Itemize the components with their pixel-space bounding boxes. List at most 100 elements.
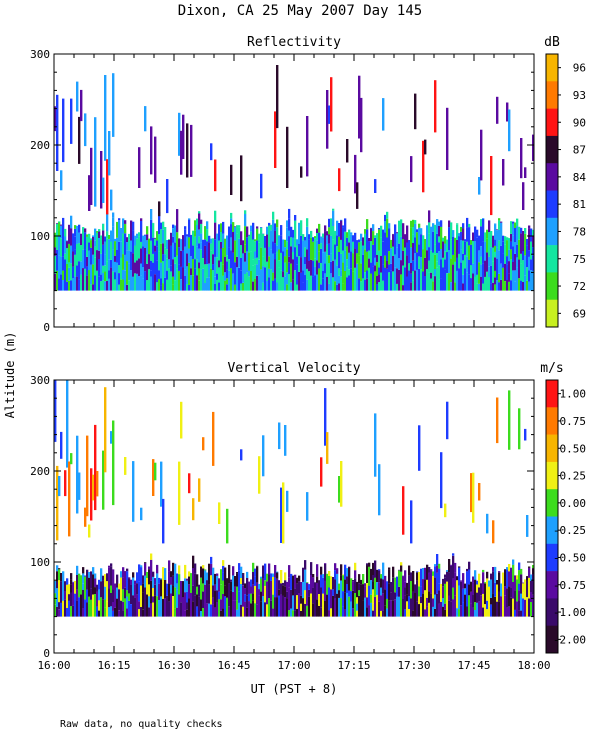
heatmap-cell (100, 253, 103, 275)
heatmap-cell (246, 571, 249, 578)
heatmap-cell (272, 211, 275, 220)
heatmap-cell (340, 580, 343, 599)
heatmap-cell (248, 276, 251, 291)
heatmap-cell (192, 555, 195, 569)
heatmap-cell (484, 583, 487, 605)
heatmap-cell (114, 279, 117, 291)
heatmap-cell (124, 587, 127, 599)
heatmap-cell (406, 582, 409, 595)
heatmap-cell (310, 259, 313, 276)
heatmap-cell (244, 244, 247, 253)
heatmap-cell (482, 263, 485, 284)
heatmap-cell (242, 283, 245, 291)
heatmap-cell (416, 572, 419, 581)
heatmap-cell (172, 224, 175, 228)
heatmap-cell (410, 263, 413, 274)
heatmap-cell (326, 573, 329, 595)
heatmap-cell (172, 562, 175, 576)
heatmap-cell (520, 227, 523, 234)
heatmap-cell (196, 586, 199, 595)
heatmap-cell (316, 582, 319, 600)
heatmap-cell (474, 579, 477, 596)
heatmap-cell (104, 254, 107, 266)
heatmap-cell (322, 278, 325, 291)
heatmap-cell (470, 581, 473, 592)
heatmap-cell (60, 170, 63, 191)
heatmap-cell (422, 235, 425, 250)
heatmap-cell (182, 235, 185, 251)
heatmap-cell (444, 583, 447, 604)
heatmap-cell (508, 571, 511, 587)
heatmap-cell (358, 255, 361, 279)
heatmap-cell (132, 230, 135, 254)
heatmap-cell (190, 268, 193, 276)
heatmap-cell (140, 565, 143, 568)
x-tick-label: 16:15 (97, 659, 130, 672)
heatmap-cell (380, 574, 383, 579)
heatmap-cell (102, 580, 105, 600)
heatmap-cell (306, 249, 309, 269)
heatmap-cell (188, 262, 191, 285)
heatmap-cell (212, 604, 215, 617)
heatmap-cell (158, 583, 161, 600)
heatmap-cell (238, 267, 241, 291)
heatmap-cell (450, 581, 453, 602)
heatmap-cell (202, 583, 205, 592)
heatmap-cell (98, 229, 101, 232)
heatmap-cell (222, 233, 225, 248)
heatmap-cell (480, 226, 483, 247)
heatmap-cell (258, 595, 261, 617)
heatmap-cell (152, 571, 155, 577)
heatmap-cell (332, 595, 335, 617)
heatmap-cell (410, 247, 413, 263)
heatmap-cell (134, 273, 137, 291)
heatmap-cell (62, 98, 65, 163)
heatmap-cell (292, 229, 295, 238)
heatmap-cell (532, 574, 535, 595)
heatmap-cell (214, 283, 217, 291)
heatmap-cell (156, 564, 159, 574)
heatmap-cell (162, 581, 165, 599)
heatmap-cell (168, 268, 171, 291)
heatmap-cell (280, 487, 283, 543)
heatmap-cell (356, 610, 359, 617)
heatmap-cell (402, 576, 405, 599)
heatmap-cell (520, 138, 523, 179)
heatmap-cell (226, 508, 229, 544)
heatmap-cell (88, 250, 91, 271)
heatmap-cell (156, 240, 159, 247)
heatmap-cell (310, 230, 313, 238)
heatmap-cell (208, 242, 211, 264)
heatmap-cell (454, 282, 457, 291)
heatmap-cell (268, 277, 271, 291)
heatmap-cell (510, 597, 513, 617)
heatmap-cell (90, 588, 93, 600)
heatmap-cell (328, 610, 331, 617)
heatmap-cell (222, 221, 225, 234)
heatmap-cell (192, 585, 195, 602)
colorbar-swatch (546, 461, 558, 490)
heatmap-cell (64, 236, 67, 254)
heatmap-cell (252, 593, 255, 601)
heatmap-cell (480, 276, 483, 291)
heatmap-cell (98, 238, 101, 251)
heatmap-cell (286, 581, 289, 592)
heatmap-cell (256, 582, 259, 605)
heatmap-cell (322, 593, 325, 617)
heatmap-cell (334, 281, 337, 291)
heatmap-cell (412, 260, 415, 272)
heatmap-cell (446, 273, 449, 291)
heatmap-cell (410, 572, 413, 581)
heatmap-cell (120, 600, 123, 617)
heatmap-cell (284, 586, 287, 598)
heatmap-cell (384, 214, 387, 222)
heatmap-cell (454, 595, 457, 617)
heatmap-cell (210, 575, 213, 599)
heatmap-cell (494, 566, 497, 583)
heatmap-cell (168, 259, 171, 269)
heatmap-cell (506, 279, 509, 291)
heatmap-cell (390, 248, 393, 264)
heatmap-cell (276, 597, 279, 617)
heatmap-cell (270, 224, 273, 231)
heatmap-cell (194, 573, 197, 596)
